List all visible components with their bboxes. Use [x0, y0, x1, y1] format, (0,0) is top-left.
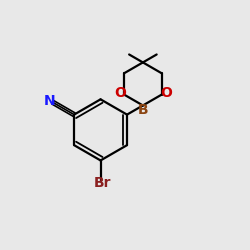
Text: O: O — [114, 86, 126, 101]
Text: Br: Br — [94, 176, 111, 190]
Text: O: O — [160, 86, 172, 101]
Text: N: N — [44, 94, 56, 108]
Text: B: B — [138, 103, 148, 117]
